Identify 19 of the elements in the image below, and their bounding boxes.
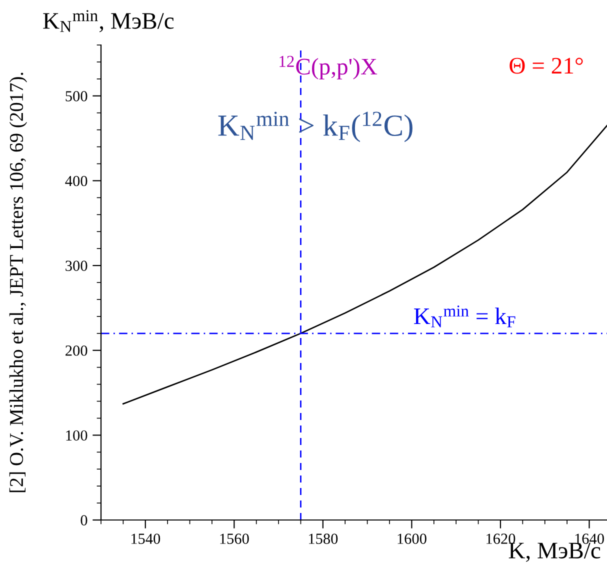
x-tick-label: 1580 [308, 534, 338, 544]
y-tick-label: 100 [66, 430, 88, 441]
y-axis-title: K$_{N}$$^{min}$, МэВ/c [43, 10, 174, 32]
annotation: K$_{N}$$^{min}$ > k$_{F}$($^{12}$C) [218, 112, 412, 142]
y-tick-label: 200 [66, 346, 88, 356]
annotation: Θ = 21° [510, 58, 583, 74]
annotation: $^{12}$C(p,p')X [280, 56, 378, 80]
y-tick-label: 300 [66, 260, 88, 271]
x-tick-label: 1540 [131, 534, 160, 544]
x-tick-label: 1600 [398, 534, 426, 544]
text: [2] O.V. Miklukho et al., JEPT Letters 106, 69 (2017). [9, 72, 28, 492]
ref-line-label: K$_{N}$$^{min}$ = k$_{F}$ [414, 305, 516, 328]
x-tick-label: 1620 [486, 534, 516, 544]
y-tick-label: 500 [66, 91, 88, 102]
y-tick-label: 0 [80, 515, 88, 526]
y-tick-label: 400 [65, 176, 88, 186]
x-tick-label: 1560 [220, 534, 249, 544]
x-tick-label: 1640 [575, 534, 604, 544]
x-axis-title: K, МэВ/c [508, 542, 600, 562]
